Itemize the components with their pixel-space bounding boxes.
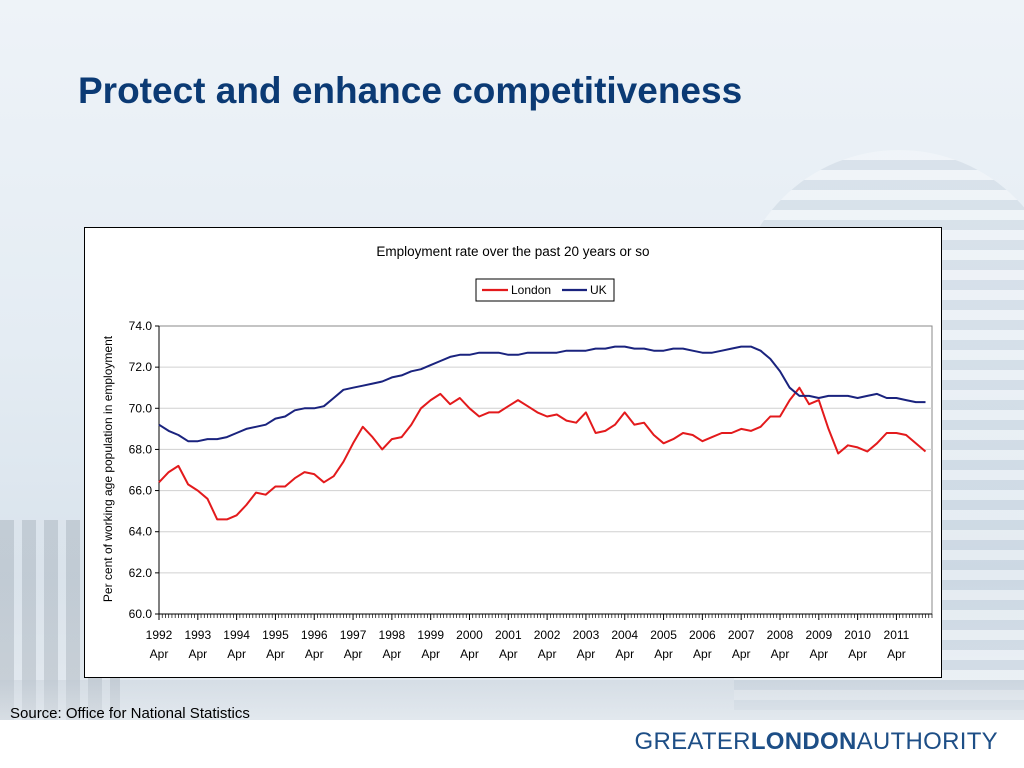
- employment-chart: Employment rate over the past 20 years o…: [101, 244, 933, 661]
- x-tick-label-year: 2004: [611, 628, 638, 642]
- x-tick-label-month: Apr: [693, 647, 712, 661]
- x-tick-label-year: 2009: [805, 628, 832, 642]
- series-line-london: [158, 386, 927, 521]
- x-tick-label-month: Apr: [227, 647, 246, 661]
- x-tick-label-month: Apr: [150, 647, 169, 661]
- x-tick-label-month: Apr: [577, 647, 596, 661]
- y-tick-label: 64.0: [129, 525, 153, 539]
- x-tick-label-month: Apr: [538, 647, 557, 661]
- x-tick-label-year: 2007: [728, 628, 755, 642]
- x-tick-label-month: Apr: [732, 647, 751, 661]
- x-tick-label-year: 1999: [417, 628, 444, 642]
- slide-title: Protect and enhance competitiveness: [78, 70, 743, 111]
- y-tick-label: 72.0: [129, 360, 153, 374]
- legend-uk-label: UK: [590, 283, 607, 297]
- chart-legend: London UK: [475, 278, 615, 302]
- x-tick-label-year: 1995: [262, 628, 289, 642]
- x-tick-label-year: 1992: [146, 628, 173, 642]
- y-tick-label: 60.0: [129, 607, 153, 621]
- chart-title: Employment rate over the past 20 years o…: [376, 244, 649, 259]
- plot-area: [158, 325, 933, 615]
- x-tick-label-month: Apr: [421, 647, 440, 661]
- x-tick-label-month: Apr: [809, 647, 828, 661]
- x-tick-label-year: 1996: [301, 628, 328, 642]
- x-tick-label-month: Apr: [460, 647, 479, 661]
- series-line-uk: [158, 345, 926, 443]
- gla-logo: GREATERLONDONAUTHORITY: [634, 728, 998, 756]
- legend-box: [475, 278, 615, 302]
- x-tick-label-month: Apr: [654, 647, 673, 661]
- x-tick-label-month: Apr: [188, 647, 207, 661]
- footer-bar: [0, 720, 1024, 768]
- x-tick-label-month: Apr: [305, 647, 324, 661]
- x-tick-label-year: 2011: [884, 628, 910, 642]
- source-note: Source: Office for National Statistics: [10, 705, 250, 722]
- y-tick-label: 62.0: [129, 566, 153, 580]
- x-tick-label-year: 2003: [573, 628, 600, 642]
- x-tick-label-month: Apr: [771, 647, 790, 661]
- legend-london-label: London: [511, 283, 551, 297]
- y-tick-label: 68.0: [129, 442, 153, 456]
- x-tick-label-month: Apr: [615, 647, 634, 661]
- x-tick-label-month: Apr: [499, 647, 518, 661]
- x-tick-label-year: 2008: [767, 628, 794, 642]
- x-tick-label-year: 2005: [650, 628, 677, 642]
- x-tick-label-month: Apr: [848, 647, 867, 661]
- x-tick-label-year: 2002: [534, 628, 561, 642]
- x-tick-label-month: Apr: [383, 647, 402, 661]
- y-axis-label: Per cent of working age population in em…: [101, 335, 115, 602]
- logo-authority: AUTHORITY: [856, 728, 998, 755]
- x-tick-label-year: 2001: [495, 628, 522, 642]
- x-tick-label-year: 2000: [456, 628, 483, 642]
- plot-layer: 60.0 62.0 64.0 66.0 68.0 70.0 72.0 74.0 1992 Apr 1…: [129, 319, 933, 661]
- x-tick-label-year: 2006: [689, 628, 716, 642]
- x-tick-label-month: Apr: [887, 647, 906, 661]
- chart-frame: Employment rate over the past 20 years o…: [84, 227, 942, 678]
- x-tick-label-year: 1998: [379, 628, 406, 642]
- y-tick-label: 74.0: [129, 319, 153, 333]
- x-tick-label-month: Apr: [344, 647, 363, 661]
- x-tick-label-year: 1994: [223, 628, 250, 642]
- x-tick-label-year: 1997: [340, 628, 367, 642]
- y-tick-label: 66.0: [129, 484, 153, 498]
- x-tick-label-year: 1993: [184, 628, 211, 642]
- x-tick-label-month: Apr: [266, 647, 285, 661]
- x-tick-label-year: 2010: [844, 628, 871, 642]
- logo-greater: GREATER: [634, 728, 751, 755]
- logo-london: LONDON: [750, 728, 857, 755]
- y-tick-label: 70.0: [129, 401, 153, 415]
